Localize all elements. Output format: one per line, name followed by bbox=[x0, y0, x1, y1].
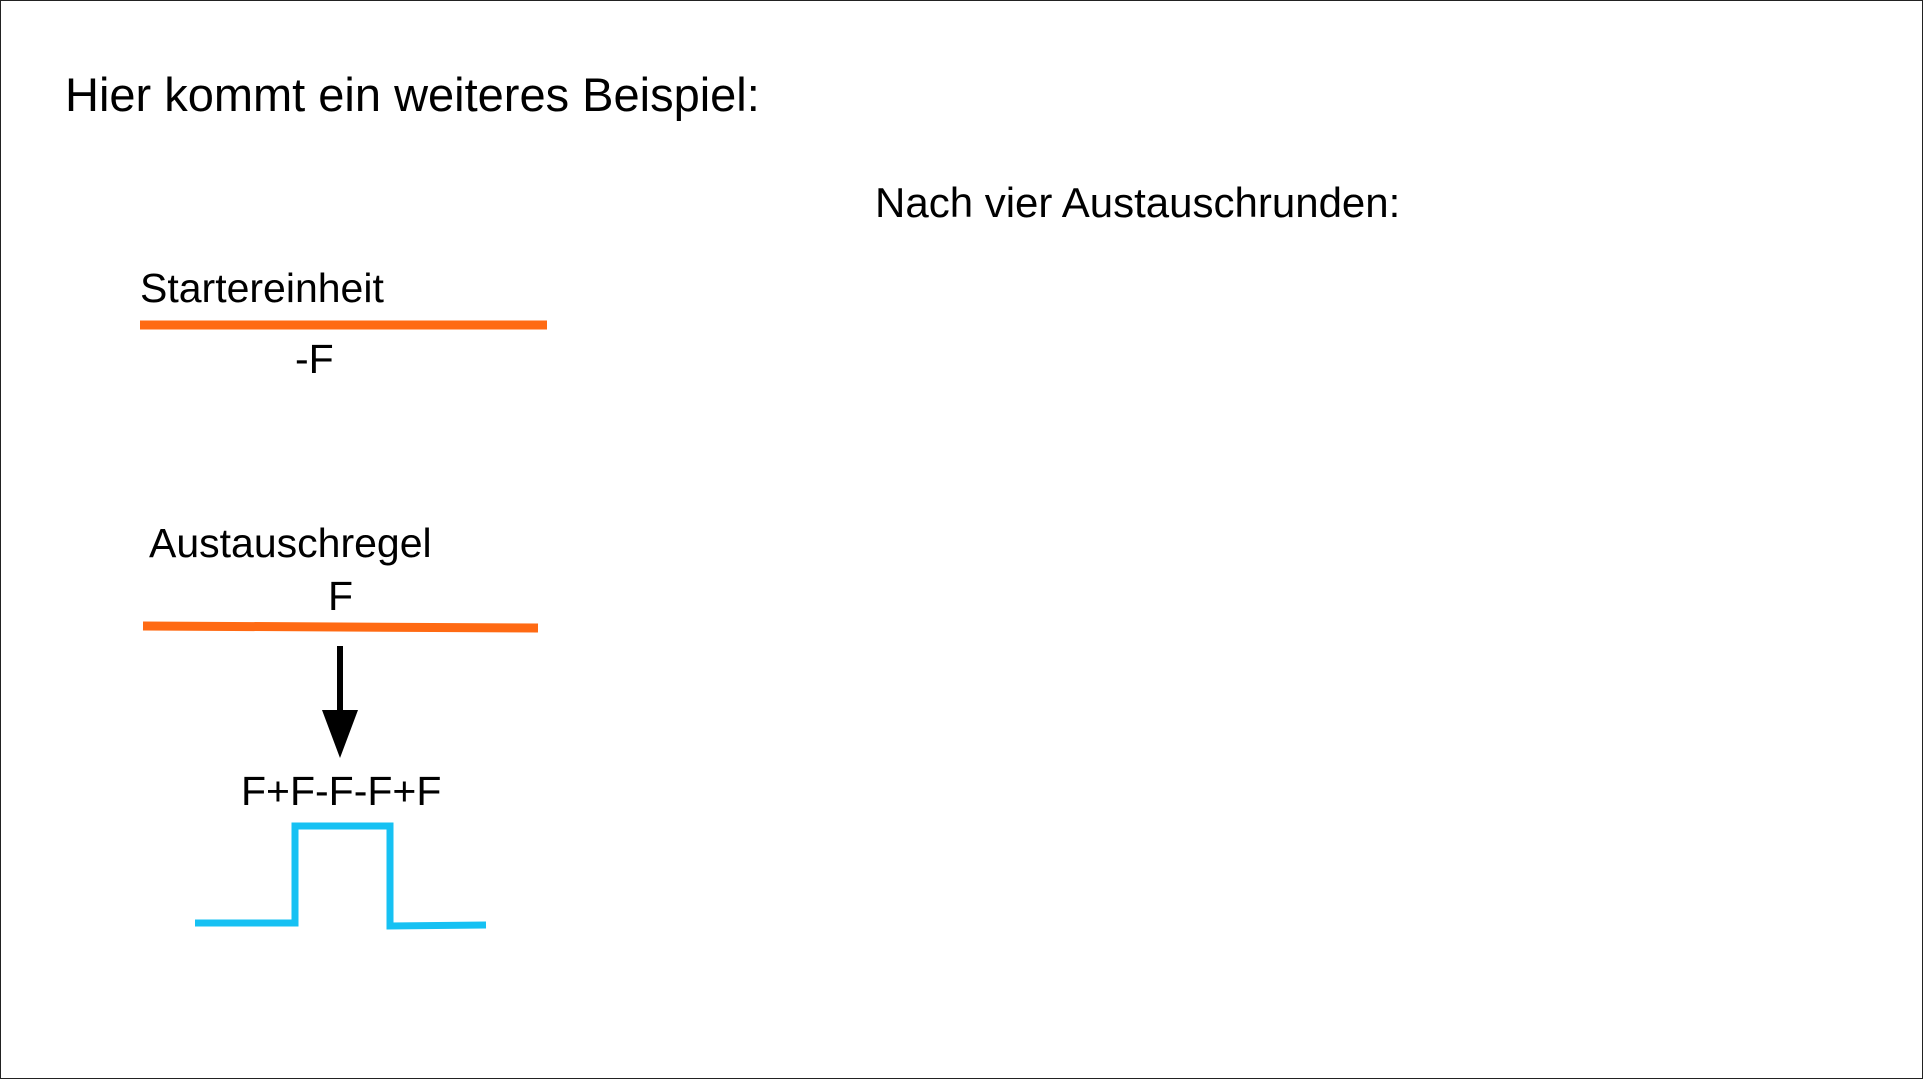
rule-input: F bbox=[328, 573, 354, 619]
slide-heading: Hier kommt ein weiteres Beispiel: bbox=[65, 68, 760, 121]
starter-value: -F bbox=[295, 336, 334, 382]
rule-label: Austauschregel bbox=[149, 520, 432, 566]
result-heading: Nach vier Austauschrunden: bbox=[875, 179, 1401, 226]
starter-label: Startereinheit bbox=[140, 265, 384, 311]
rule-output: F+F-F-F+F bbox=[241, 768, 442, 814]
